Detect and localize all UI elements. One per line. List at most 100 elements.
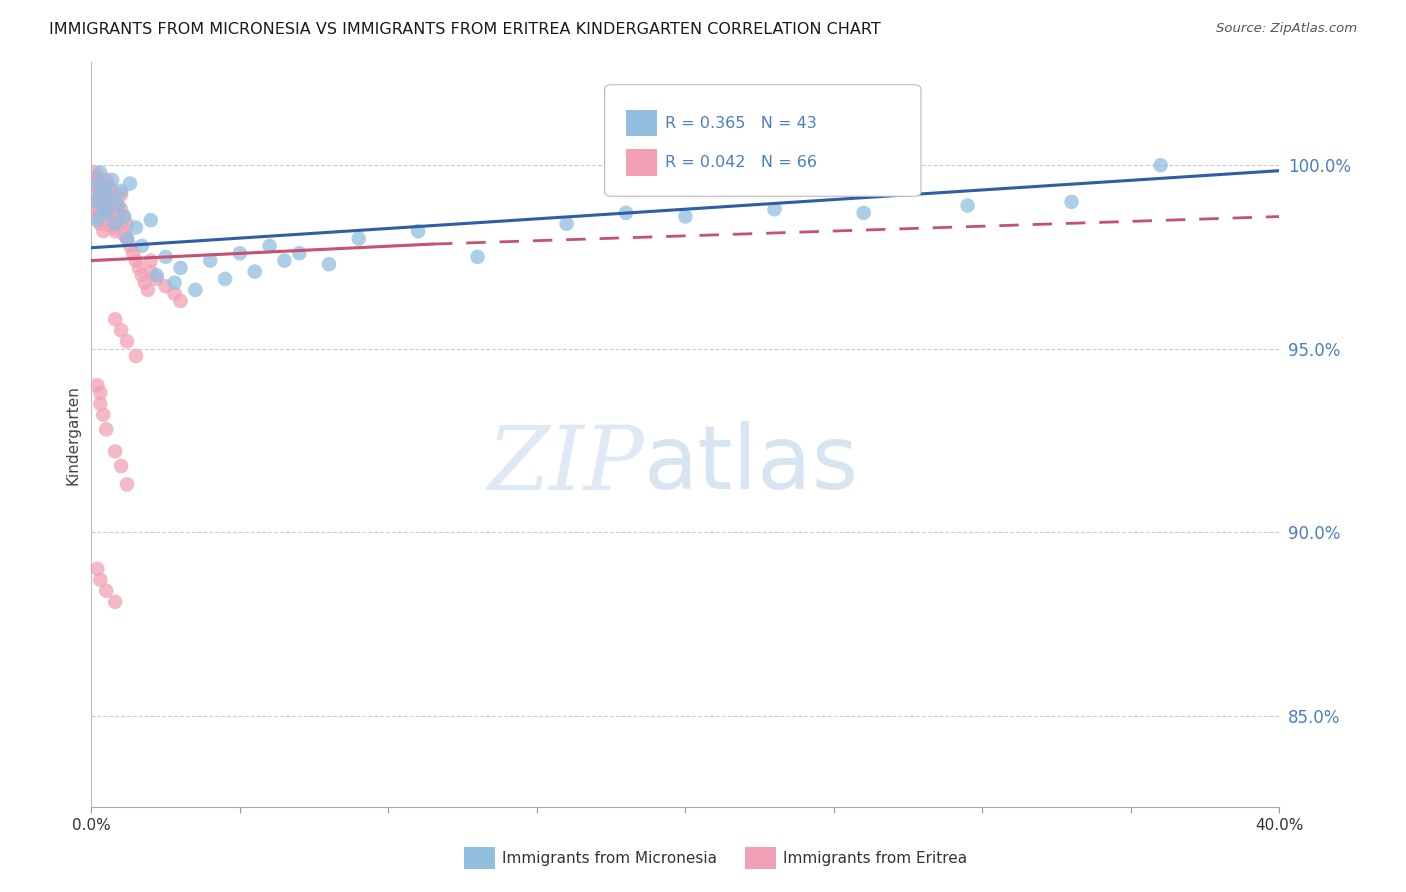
Point [139,213,162,227]
Point [467,250,489,264]
Point [118,239,141,253]
Point [91,408,114,422]
Point [169,293,191,308]
Point [763,202,786,217]
Point [614,206,637,220]
Point [145,268,167,283]
Point [184,283,207,297]
Point [852,206,875,220]
Point [163,276,186,290]
Point [139,253,162,268]
Point [125,349,148,363]
Point [96,180,118,194]
Point [347,231,370,245]
Point [155,250,177,264]
Point [98,213,121,227]
Point [131,268,153,283]
Point [91,224,114,238]
Point [200,253,222,268]
Point [104,595,127,609]
Point [112,210,135,224]
Point [956,198,979,212]
Point [134,276,156,290]
Point [83,194,105,209]
Point [86,180,108,194]
Point [555,217,578,231]
Point [89,177,111,191]
Point [145,272,167,286]
Point [101,184,124,198]
Point [115,477,138,491]
Point [101,220,124,235]
Point [96,422,118,436]
Point [259,239,281,253]
Point [112,227,135,242]
Point [86,213,108,227]
Point [86,177,108,191]
Point [98,180,121,194]
Point [96,583,118,598]
Point [91,202,114,217]
Point [1149,158,1171,172]
Point [96,210,118,224]
Text: ZIP: ZIP [488,421,644,508]
Point [104,217,127,231]
Point [96,191,118,205]
Point [86,194,108,209]
Point [86,169,108,184]
Point [89,191,111,205]
Point [89,385,111,400]
Point [91,184,114,198]
Point [101,202,124,217]
Point [104,444,127,458]
Point [98,194,121,209]
Point [163,286,186,301]
Point [89,187,111,202]
Point [1060,194,1083,209]
Point [110,323,132,337]
Point [128,260,150,275]
Text: atlas: atlas [644,421,859,508]
Point [104,312,127,326]
Point [125,220,148,235]
Point [89,397,111,411]
Point [131,239,153,253]
Point [89,165,111,179]
Point [112,210,135,224]
Point [86,210,108,224]
Point [115,217,138,231]
Point [673,210,696,224]
Point [288,246,311,260]
Point [89,217,111,231]
Point [169,260,191,275]
Point [118,177,141,191]
Text: R = 0.365   N = 43: R = 0.365 N = 43 [665,116,817,130]
Point [110,187,132,202]
Point [91,198,114,212]
Point [243,264,266,278]
Point [104,224,127,238]
Point [107,198,129,212]
Point [115,231,138,245]
Point [104,191,127,205]
Point [96,173,118,187]
Point [110,202,132,217]
Text: IMMIGRANTS FROM MICRONESIA VS IMMIGRANTS FROM ERITREA KINDERGARTEN CORRELATION C: IMMIGRANTS FROM MICRONESIA VS IMMIGRANTS… [49,22,882,37]
Point [110,217,132,231]
Point [318,257,340,271]
Point [110,184,132,198]
Point [125,253,148,268]
Point [214,272,236,286]
Point [96,206,118,220]
Point [115,231,138,245]
Point [83,202,105,217]
Point [98,191,121,205]
Point [104,206,127,220]
Text: R = 0.042   N = 66: R = 0.042 N = 66 [665,155,817,169]
Point [107,213,129,227]
Point [83,165,105,179]
Point [86,378,108,392]
Point [89,573,111,587]
Point [101,173,124,187]
Point [107,198,129,212]
